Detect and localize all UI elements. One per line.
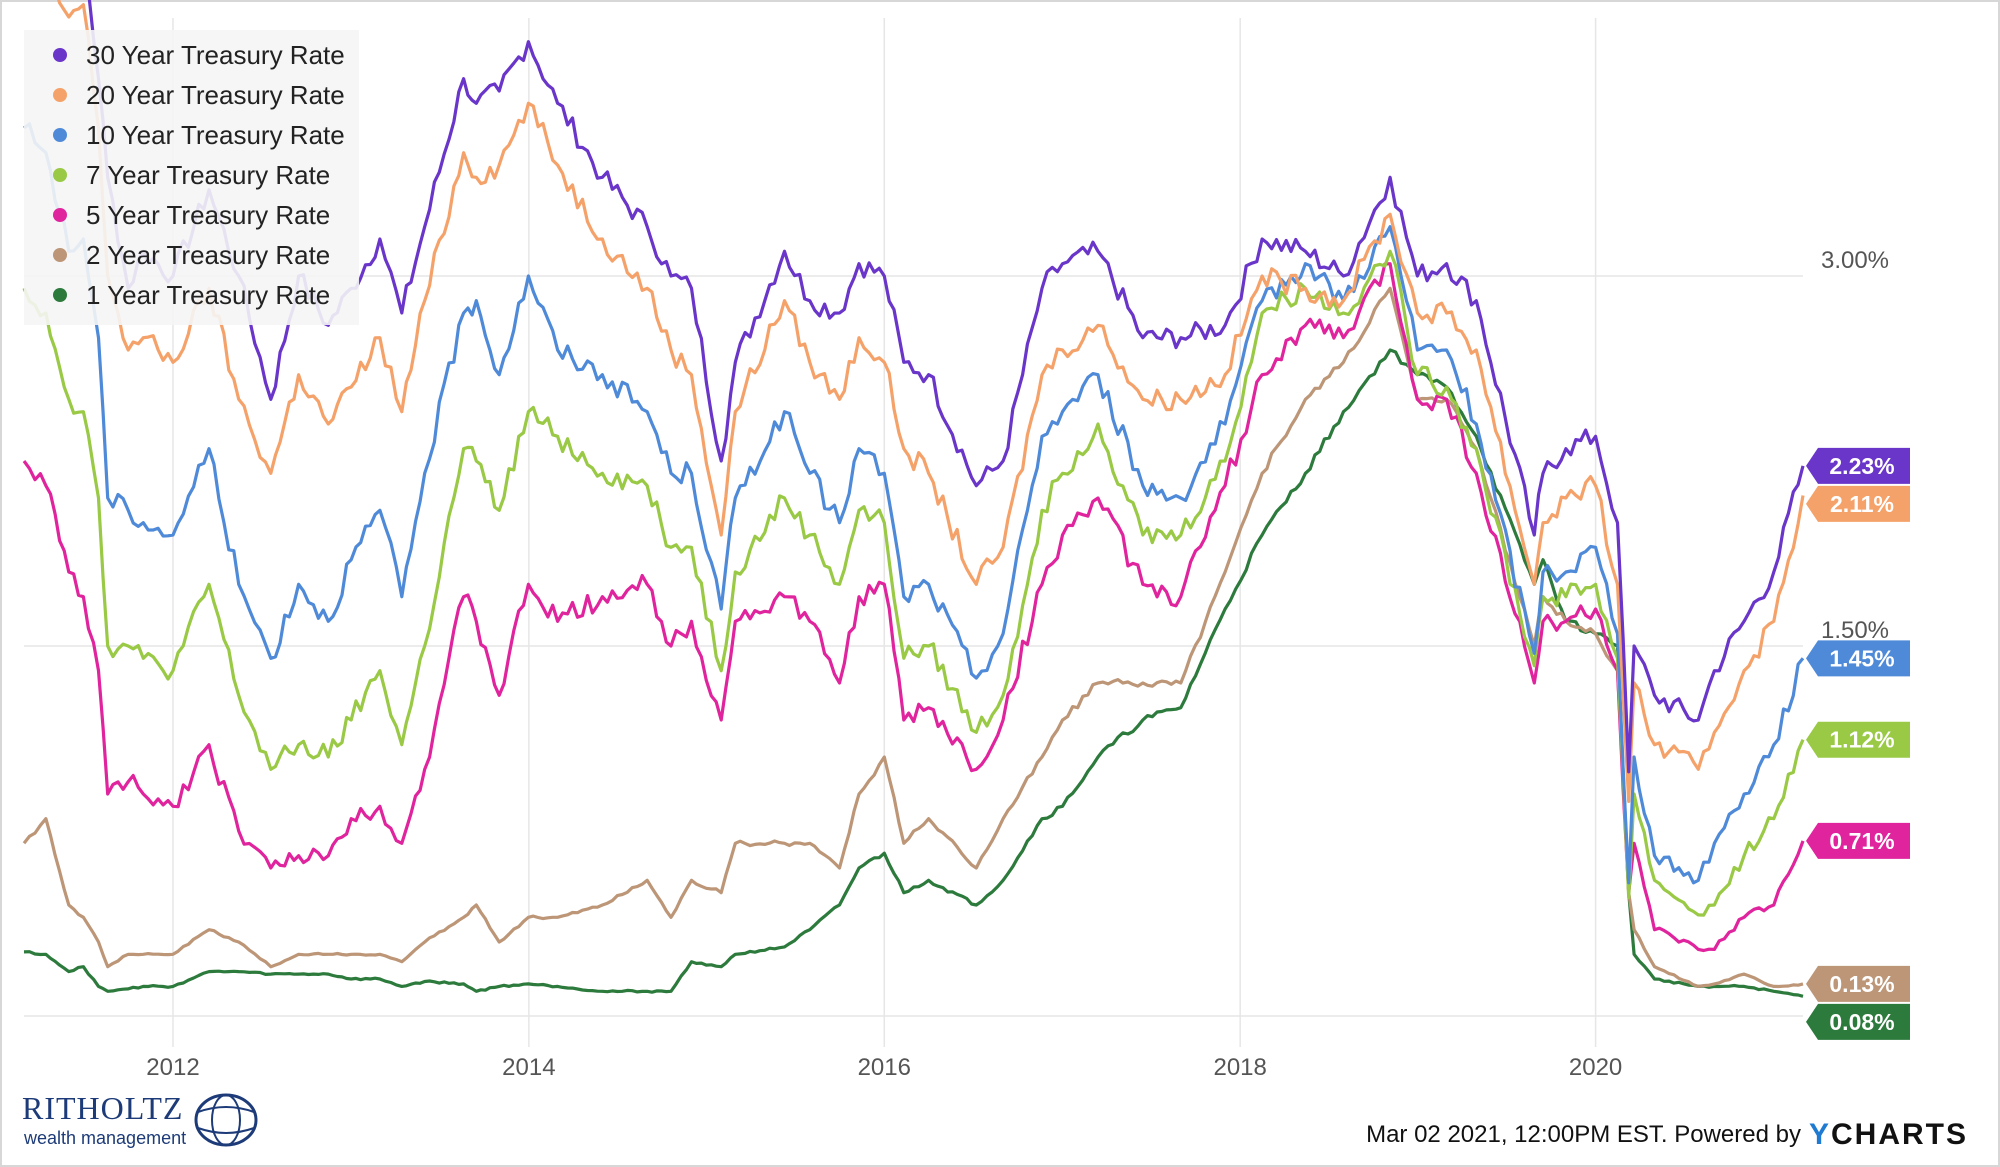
legend-marker <box>53 208 67 222</box>
value-badge-label: 1.45% <box>1829 645 1894 671</box>
chart-footer: Mar 02 2021, 12:00PM EST. Powered by YCH… <box>1366 1115 1968 1155</box>
series-lines <box>22 0 1805 998</box>
legend-label: 20 Year Treasury Rate <box>86 80 345 110</box>
ycharts-logo: YCHARTS <box>1809 1118 1968 1152</box>
x-tick-label: 2016 <box>858 1054 911 1081</box>
legend-label: 2 Year Treasury Rate <box>86 240 330 270</box>
value-badge <box>1806 447 1910 484</box>
legend-label: 1 Year Treasury Rate <box>86 280 330 310</box>
value-badge <box>1806 640 1910 677</box>
x-tick-label: 2018 <box>1213 1054 1266 1081</box>
legend-background <box>24 30 359 325</box>
legend: 30 Year Treasury Rate 20 Year Treasury Ra… <box>24 30 359 325</box>
value-badge-label: 0.71% <box>1829 828 1894 854</box>
value-badge-label: 2.11% <box>1830 491 1894 517</box>
series-line <box>23 348 1804 998</box>
logo-tagline: wealth management <box>24 1128 187 1148</box>
value-badge-label: 0.13% <box>1829 971 1894 997</box>
legend-label: 5 Year Treasury Rate <box>86 200 330 230</box>
y-tick-label: 3.00% <box>1821 247 1889 274</box>
legend-label: 7 Year Treasury Rate <box>86 160 330 190</box>
ritholtz-logo: RITHOLTZ wealth management <box>22 1086 258 1156</box>
ycharts-logo-rest: CHARTS <box>1831 1118 1968 1151</box>
value-badge <box>1806 1003 1910 1040</box>
legend-marker <box>53 168 67 182</box>
series-line <box>23 122 1805 885</box>
x-tick-label: 2012 <box>146 1054 199 1081</box>
x-tick-label: 2014 <box>502 1054 555 1081</box>
last-value-badges: 2.23% 2.11% 1.45% 1.12% 0.71% 0.13% 0.08% <box>1806 447 1910 1040</box>
value-badge <box>1806 822 1910 859</box>
footer-timestamp: Mar 02 2021, 12:00PM EST. Powered by <box>1366 1121 1801 1148</box>
value-badge <box>1806 721 1910 758</box>
y-tick-label: 1.50% <box>1821 617 1889 644</box>
legend-marker <box>53 128 67 142</box>
legend-label: 10 Year Treasury Rate <box>86 120 345 150</box>
series-line <box>22 249 1805 917</box>
value-badge-label: 1.12% <box>1829 727 1894 753</box>
value-badge-label: 0.08% <box>1829 1009 1894 1035</box>
x-tick-label: 2020 <box>1569 1054 1622 1081</box>
y-axis-ticks: 4.50%3.00%1.50% <box>1821 247 1889 644</box>
series-line <box>57 0 1805 803</box>
value-badge-label: 2.23% <box>1829 453 1894 479</box>
legend-marker <box>53 48 67 62</box>
logo-name: RITHOLTZ <box>22 1090 184 1126</box>
legend-marker <box>53 248 67 262</box>
value-badge <box>1806 965 1910 1002</box>
legend-marker <box>53 88 67 102</box>
ycharts-logo-y: Y <box>1808 1118 1831 1151</box>
x-axis-ticks: 2012 2014 2016 2018 2020 <box>146 1054 1622 1081</box>
legend-label: 30 Year Treasury Rate <box>86 40 345 70</box>
value-badge <box>1806 485 1910 522</box>
series-line <box>22 262 1805 953</box>
legend-marker <box>53 288 67 302</box>
globe-emblem-icon <box>194 1093 258 1147</box>
